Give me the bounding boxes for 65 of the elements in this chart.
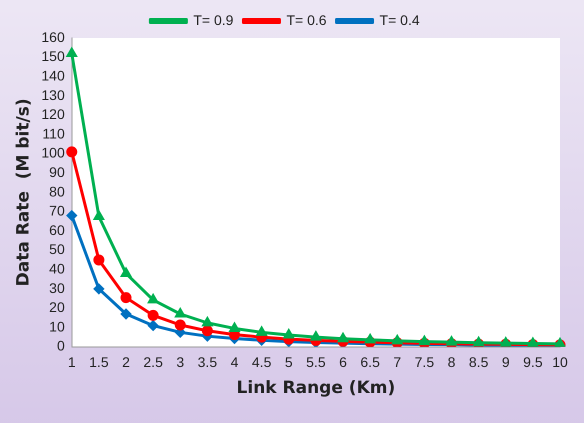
y-tick-label: 140 bbox=[41, 67, 65, 84]
point bbox=[446, 336, 458, 346]
y-tick-label: 30 bbox=[49, 280, 65, 296]
point bbox=[418, 335, 430, 346]
point bbox=[337, 332, 349, 342]
point bbox=[364, 333, 376, 344]
x-tick-label: 8 bbox=[448, 354, 456, 370]
y-tick-label: 130 bbox=[41, 86, 65, 103]
point bbox=[310, 330, 322, 341]
legend-label: T= 0.4 bbox=[380, 12, 420, 28]
x-tick-label: 2.5 bbox=[143, 354, 164, 370]
x-tick-label: 3 bbox=[176, 354, 184, 370]
x-tick-label: 5 bbox=[284, 354, 293, 370]
x-tick-label: 7 bbox=[393, 354, 402, 370]
x-tick-label: 8.5 bbox=[468, 354, 489, 370]
point bbox=[283, 328, 294, 339]
y-tick-label: 60 bbox=[49, 222, 65, 238]
x-tick-label: 4.5 bbox=[252, 354, 272, 370]
y-tick-label: 100 bbox=[41, 144, 65, 161]
y-tick-label: 70 bbox=[49, 202, 65, 219]
y-tick-label: 40 bbox=[49, 260, 65, 276]
legend-label: T= 0.6 bbox=[286, 12, 327, 28]
x-tick-label: 7.5 bbox=[414, 354, 434, 370]
point bbox=[66, 146, 78, 158]
point bbox=[66, 210, 78, 222]
point bbox=[120, 266, 132, 277]
y-tick-label: 110 bbox=[42, 125, 65, 142]
x-tick-label: 9 bbox=[502, 354, 510, 370]
x-tick-label: 6.5 bbox=[360, 354, 380, 370]
x-tick-label: 3.5 bbox=[198, 354, 218, 370]
point bbox=[93, 283, 104, 294]
y-tick-label: 50 bbox=[49, 241, 65, 258]
x-tick-label: 1.5 bbox=[89, 354, 109, 370]
point bbox=[174, 307, 186, 318]
point bbox=[120, 292, 132, 304]
point bbox=[228, 322, 240, 332]
y-tick-label: 10 bbox=[49, 318, 65, 334]
point bbox=[202, 325, 213, 336]
x-tick-label: 1 bbox=[68, 354, 76, 370]
legend-label: T= 0.9 bbox=[193, 12, 234, 28]
point bbox=[120, 308, 132, 320]
point bbox=[93, 254, 104, 266]
y-tick-label: 80 bbox=[49, 183, 65, 200]
point bbox=[174, 319, 186, 330]
x-tick-label: 2 bbox=[122, 354, 130, 370]
x-tick-label: 4 bbox=[230, 354, 239, 370]
point bbox=[147, 293, 159, 304]
x-tick-label: 5.5 bbox=[306, 354, 326, 370]
point bbox=[93, 210, 105, 220]
y-axis-title: Data Rate (M bit/s) bbox=[14, 98, 34, 286]
y-tick-label: 0 bbox=[56, 338, 65, 354]
point bbox=[148, 320, 159, 332]
point bbox=[148, 310, 159, 321]
y-tick-label: 90 bbox=[49, 164, 65, 180]
point bbox=[392, 334, 403, 344]
x-axis-title: Link Range (Km) bbox=[236, 378, 396, 398]
y-tick-label: 150 bbox=[41, 48, 65, 64]
point bbox=[256, 326, 268, 336]
point bbox=[202, 316, 214, 326]
y-tick-label: 20 bbox=[49, 299, 65, 316]
y-tick-label: 120 bbox=[41, 106, 65, 122]
y-tick-label: 160 bbox=[41, 28, 65, 45]
x-tick-label: 9.5 bbox=[523, 354, 543, 370]
x-tick-label: 6 bbox=[339, 354, 348, 370]
x-tick-label: 10 bbox=[552, 354, 568, 370]
